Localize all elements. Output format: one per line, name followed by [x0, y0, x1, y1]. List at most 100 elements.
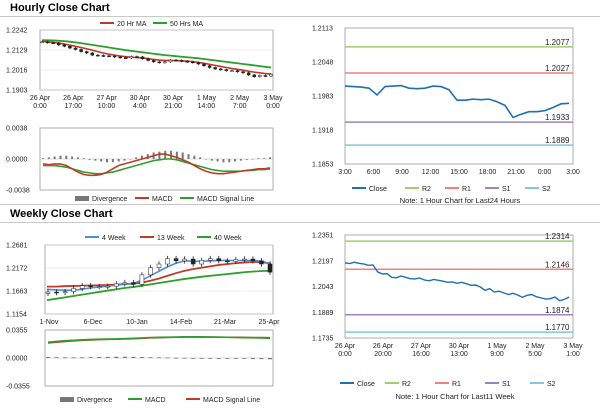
- candle-body: [157, 61, 162, 64]
- divergence-bar: [42, 158, 44, 159]
- candle-body: [168, 59, 173, 63]
- divergence-bar: [71, 156, 74, 159]
- candle-body: [179, 60, 184, 62]
- candle-body: [140, 56, 145, 59]
- divergence-bar: [105, 356, 110, 358]
- candle-body: [259, 260, 264, 265]
- legend-divergence-swatch: [75, 196, 89, 201]
- candle-body: [107, 55, 111, 58]
- y-tick-label: 0.0000: [6, 157, 28, 164]
- divergence-bar: [250, 358, 255, 359]
- divergence-bar: [131, 356, 136, 358]
- divergence-bar: [88, 159, 91, 160]
- legend-s2: S2: [542, 186, 551, 193]
- divergence-bar: [269, 157, 271, 159]
- divergence-bar: [199, 358, 204, 359]
- macd-line: [47, 336, 271, 344]
- y-tick-label: 1.2016: [6, 68, 28, 75]
- divergence-bar: [106, 159, 109, 163]
- pivot-label-r2: 1.2314: [545, 232, 570, 241]
- candle-body: [173, 258, 179, 262]
- candle-body: [90, 52, 95, 56]
- candle-body: [101, 55, 106, 57]
- x-tick-label: 26 Apr 17:00: [63, 95, 84, 110]
- candle-body: [122, 282, 128, 285]
- y-tick-label: -0.0038: [6, 188, 30, 195]
- legend-close: Close: [357, 381, 375, 388]
- x-tick-label: 26 Apr 0:00: [335, 343, 356, 358]
- divergence-bar: [268, 358, 272, 360]
- divergence-bar: [242, 358, 247, 359]
- divergence-bar: [191, 358, 196, 359]
- divergence-bar: [122, 356, 127, 358]
- divergence-bar: [123, 159, 126, 161]
- y-tick-label: 0.0038: [6, 126, 28, 133]
- candle-body: [218, 68, 223, 71]
- divergence-bar: [76, 157, 79, 159]
- candle-body: [45, 291, 51, 294]
- y-tick-label: 1.1903: [6, 88, 28, 95]
- candle-body: [202, 63, 206, 67]
- weekly-price-frame: [44, 244, 274, 315]
- candle-body: [207, 65, 212, 68]
- candle-body: [139, 274, 145, 285]
- y-tick-label: 1.2129: [6, 48, 28, 55]
- divergence-bar: [88, 357, 93, 359]
- legend-ma20: 20 Hr MA: [117, 21, 147, 28]
- x-tick-label: 3 May 0:00: [263, 95, 283, 110]
- divergence-bar: [225, 358, 230, 359]
- divergence-bar: [257, 158, 260, 159]
- candle-body: [135, 56, 139, 58]
- pivot-label-s2: 1.1770: [545, 323, 570, 332]
- chart-note: Note: 1 Hour Chart for Last24 Hours: [400, 196, 521, 205]
- section-divider: [0, 222, 600, 223]
- x-tick-label: 2 May 5:00: [525, 343, 545, 358]
- pivot-label-r2: 1.2077: [545, 38, 570, 47]
- legend-divergence: Divergence: [92, 196, 128, 203]
- candle-body: [216, 258, 222, 262]
- candle-body: [40, 41, 44, 44]
- y-tick-label: 1.2351: [312, 233, 334, 240]
- candle-body: [267, 263, 273, 273]
- section-divider: [0, 204, 600, 205]
- candle-body: [263, 75, 268, 77]
- candle-body: [118, 56, 122, 59]
- candle-body: [131, 282, 136, 285]
- legend-r1: R1: [462, 186, 471, 193]
- divergence-bar: [175, 151, 178, 159]
- candle-body: [129, 56, 134, 59]
- candle-body: [105, 285, 111, 288]
- divergence-bar: [59, 155, 62, 159]
- x-tick-label: 9:00: [395, 169, 409, 176]
- divergence-bar: [182, 357, 187, 359]
- legend-s1: S1: [502, 381, 511, 388]
- x-tick-label: 27 Apr 16:00: [411, 343, 432, 358]
- divergence-bar: [129, 159, 132, 160]
- divergence-bar: [114, 356, 119, 358]
- candle-body: [96, 54, 100, 57]
- y-tick-label: 1.2048: [312, 60, 334, 67]
- y-tick-label: 1.1735: [312, 336, 334, 343]
- legend-4week: 4 Week: [102, 235, 126, 242]
- chart-note: Note: 1 Hour Chart for Last11 Week: [396, 392, 515, 401]
- x-tick-label: 18:00: [479, 169, 497, 176]
- divergence-bar: [53, 156, 56, 159]
- candle-body: [45, 41, 50, 44]
- candle-body: [207, 258, 213, 261]
- divergence-bar: [139, 357, 144, 358]
- x-tick-label: 3:00: [566, 169, 580, 176]
- candle-body: [62, 44, 67, 47]
- y-tick-label: 0.0355: [6, 328, 28, 335]
- candle-body: [114, 283, 119, 287]
- y-tick-label: 1.2113: [312, 26, 333, 33]
- candle-body: [148, 267, 153, 276]
- candle-body: [224, 69, 229, 71]
- x-tick-label: 30 Apr 13:00: [449, 343, 470, 358]
- x-tick-label: 30 Apr 4:00: [130, 95, 151, 110]
- divergence-bar: [54, 357, 59, 359]
- x-tick-label: 21:00: [507, 169, 525, 176]
- pivot-label-s2: 1.1889: [545, 136, 570, 145]
- x-tick-label: 2 May 7:00: [230, 95, 250, 110]
- legend-13week: 13 Week: [157, 235, 185, 242]
